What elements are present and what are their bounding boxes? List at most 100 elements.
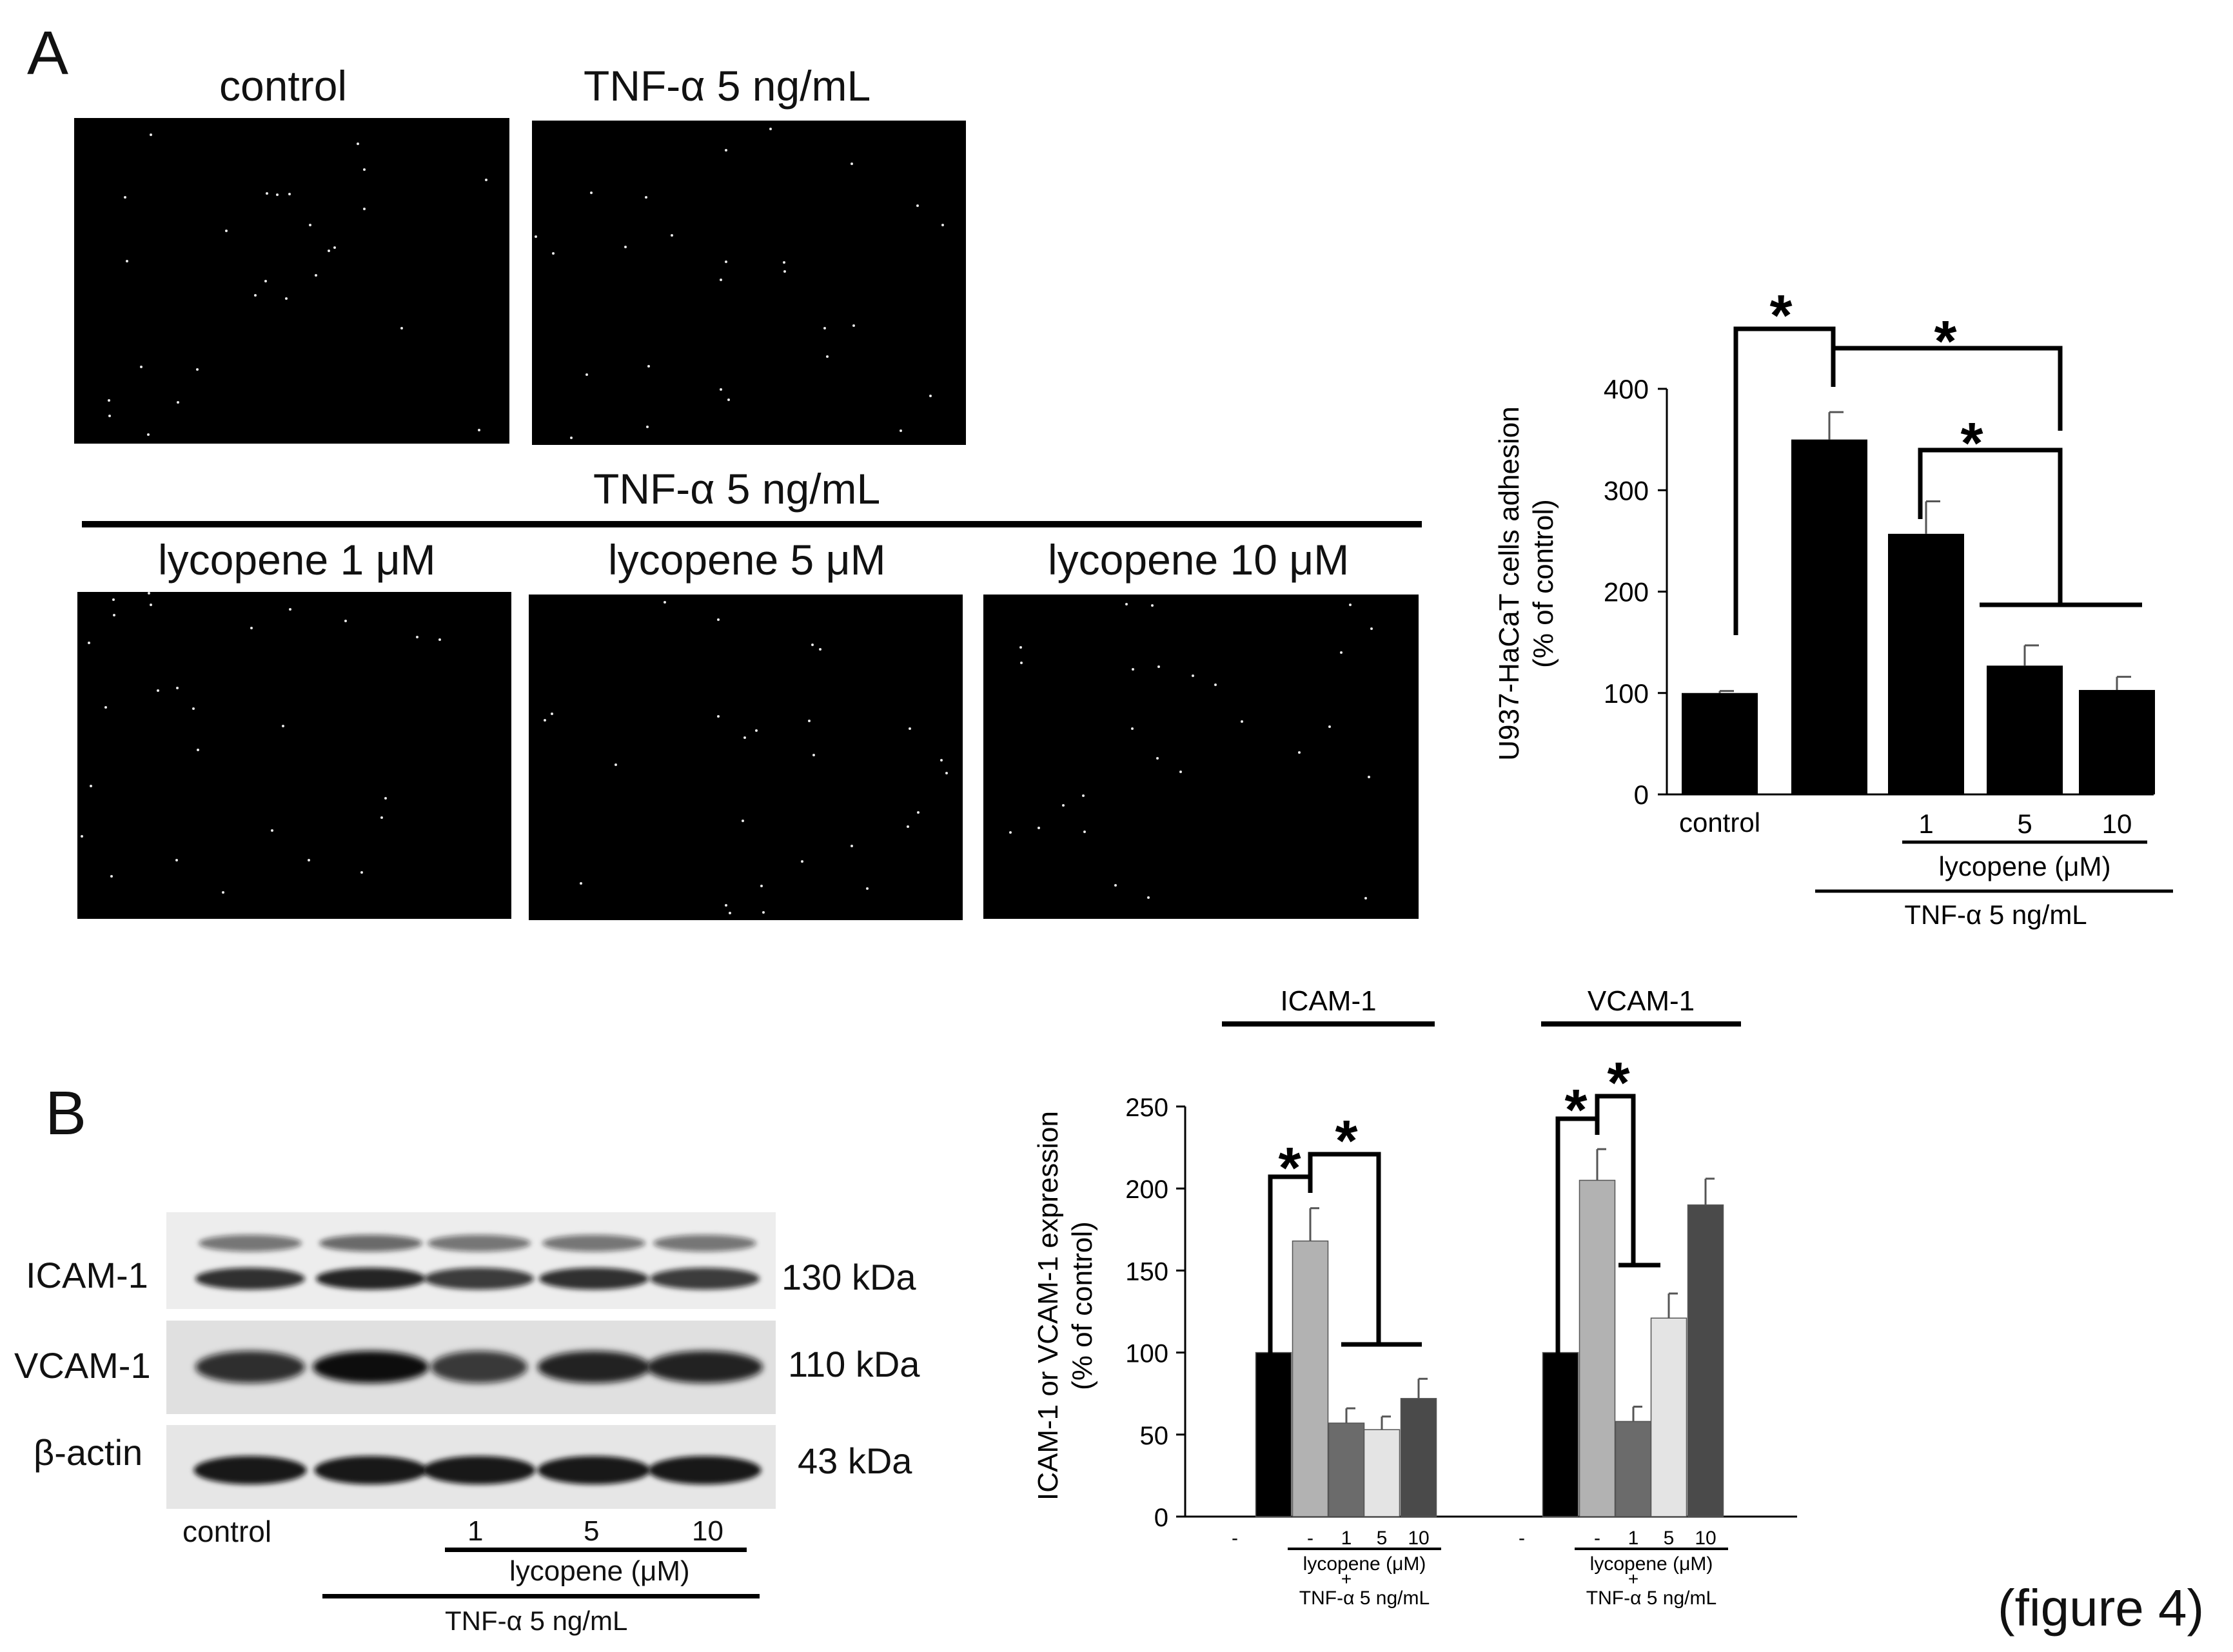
chart1-x-label: 1 (1918, 809, 1933, 839)
western-blot (166, 1212, 776, 1509)
cell-dot (250, 627, 253, 629)
band-actin (648, 1456, 762, 1484)
chart2-bar (1615, 1421, 1652, 1517)
cell-dot (812, 754, 815, 756)
cell-dot (929, 395, 932, 397)
chart1-y-tick-label: 400 (1604, 374, 1649, 404)
cell-dot (671, 234, 673, 237)
cell-dot (590, 192, 593, 194)
band-icam-upper (428, 1235, 531, 1252)
chart1-sig-bracket (1831, 346, 2063, 431)
cell-dot (1179, 771, 1182, 773)
band-actin (193, 1456, 307, 1484)
cell-dot (1009, 831, 1012, 834)
cell-dot (108, 415, 111, 417)
chart2-sig-star: * (1335, 1109, 1357, 1174)
cell-dot (783, 270, 786, 273)
cell-dot (140, 366, 143, 368)
cell-dot (1349, 604, 1352, 606)
cell-dot (1020, 662, 1023, 664)
cell-dot (363, 168, 366, 171)
cell-dot (126, 260, 128, 262)
chart2-sig-star: * (1607, 1051, 1629, 1116)
cell-dot (900, 429, 902, 432)
chart2-x-label: 1 (1628, 1528, 1639, 1549)
chart2-sig-star: * (1278, 1136, 1301, 1201)
chart1-bar (2079, 690, 2155, 794)
cell-dot (485, 179, 487, 181)
micrograph-lyc10 (983, 595, 1419, 919)
chart2-sig-bracket (1268, 1174, 1313, 1364)
chart1-ylabel-line2: (% of control) (1528, 499, 1559, 668)
band-actin (314, 1456, 428, 1484)
cell-dot (344, 620, 347, 622)
cell-dot (823, 327, 826, 329)
cell-dot (769, 128, 772, 130)
cell-dot (717, 715, 720, 718)
cell-dot (1192, 674, 1194, 677)
cell-dot (535, 235, 537, 238)
micrograph-title-control: control (219, 62, 348, 110)
cell-dot (783, 261, 785, 264)
cell-dot (727, 398, 730, 401)
chart2-bar (1363, 1429, 1401, 1517)
chart1-x-label: control (1679, 807, 1760, 838)
cell-dot (309, 224, 311, 226)
band-icam-upper (199, 1235, 302, 1252)
cell-dot (615, 763, 617, 766)
cell-dot (400, 327, 403, 329)
micrograph-lyc1 (77, 592, 511, 919)
chart2-bar (1650, 1317, 1687, 1517)
blot-row-name-icam: ICAM-1 (26, 1255, 148, 1295)
cell-dot (647, 365, 650, 368)
cell-dot (360, 871, 363, 874)
cell-dot (308, 859, 310, 861)
cell-dot (755, 729, 758, 732)
cell-dot (544, 719, 546, 722)
chart2-lycopene-label: lycopene (μM) (1590, 1553, 1713, 1575)
cell-dot (762, 911, 765, 914)
cell-dot (743, 736, 746, 739)
cell-dot (315, 274, 317, 277)
chart2-y-tick-label: 50 (1140, 1422, 1169, 1450)
blot-lane-control: control (182, 1515, 272, 1548)
cell-dot (1157, 665, 1160, 668)
chart2-sig-bracket (1555, 1116, 1600, 1364)
blot-row-name-vcam: VCAM-1 (14, 1345, 151, 1386)
cell-dot (104, 706, 107, 709)
cell-dot (150, 604, 152, 606)
cell-dot (113, 614, 115, 616)
cell-dot (866, 887, 869, 890)
blot-tnf-label: TNF-α 5 ng/mL (445, 1606, 628, 1636)
band-icam (195, 1268, 305, 1290)
cell-dot (851, 162, 853, 165)
chart1-x-label: 5 (2017, 809, 2032, 839)
figure-label: (figure 4) (1998, 1579, 2205, 1637)
cell-dot (1114, 884, 1117, 887)
chart2-group-title: ICAM-1 (1280, 985, 1376, 1017)
cell-dot (811, 644, 814, 646)
cell-dot (801, 860, 803, 863)
chart2-bar (1400, 1398, 1437, 1517)
micrograph-title-tnf: TNF-α 5 ng/mL (584, 62, 871, 110)
cell-dot (720, 279, 722, 281)
cell-dot (108, 399, 110, 402)
chart1-y-tick-label: 0 (1634, 780, 1649, 810)
band-vcam (537, 1351, 651, 1383)
chart1-tnf-label: TNF-α 5 ng/mL (1904, 900, 2087, 930)
chart2-y-tick-label: 100 (1125, 1340, 1168, 1368)
band-vcam (195, 1351, 305, 1383)
cell-dot (328, 250, 330, 252)
chart2-bar (1542, 1352, 1579, 1517)
cell-dot (717, 618, 720, 621)
group-title-tnf: TNF-α 5 ng/mL (593, 465, 881, 513)
chart2-bar (1687, 1204, 1724, 1517)
band-icam-upper (542, 1235, 645, 1252)
cell-dot (646, 426, 649, 428)
panel-a-label: A (27, 19, 69, 88)
cell-dot (333, 246, 336, 249)
cell-dot (266, 192, 268, 195)
cell-dot (225, 230, 228, 232)
cell-dot (438, 638, 441, 641)
